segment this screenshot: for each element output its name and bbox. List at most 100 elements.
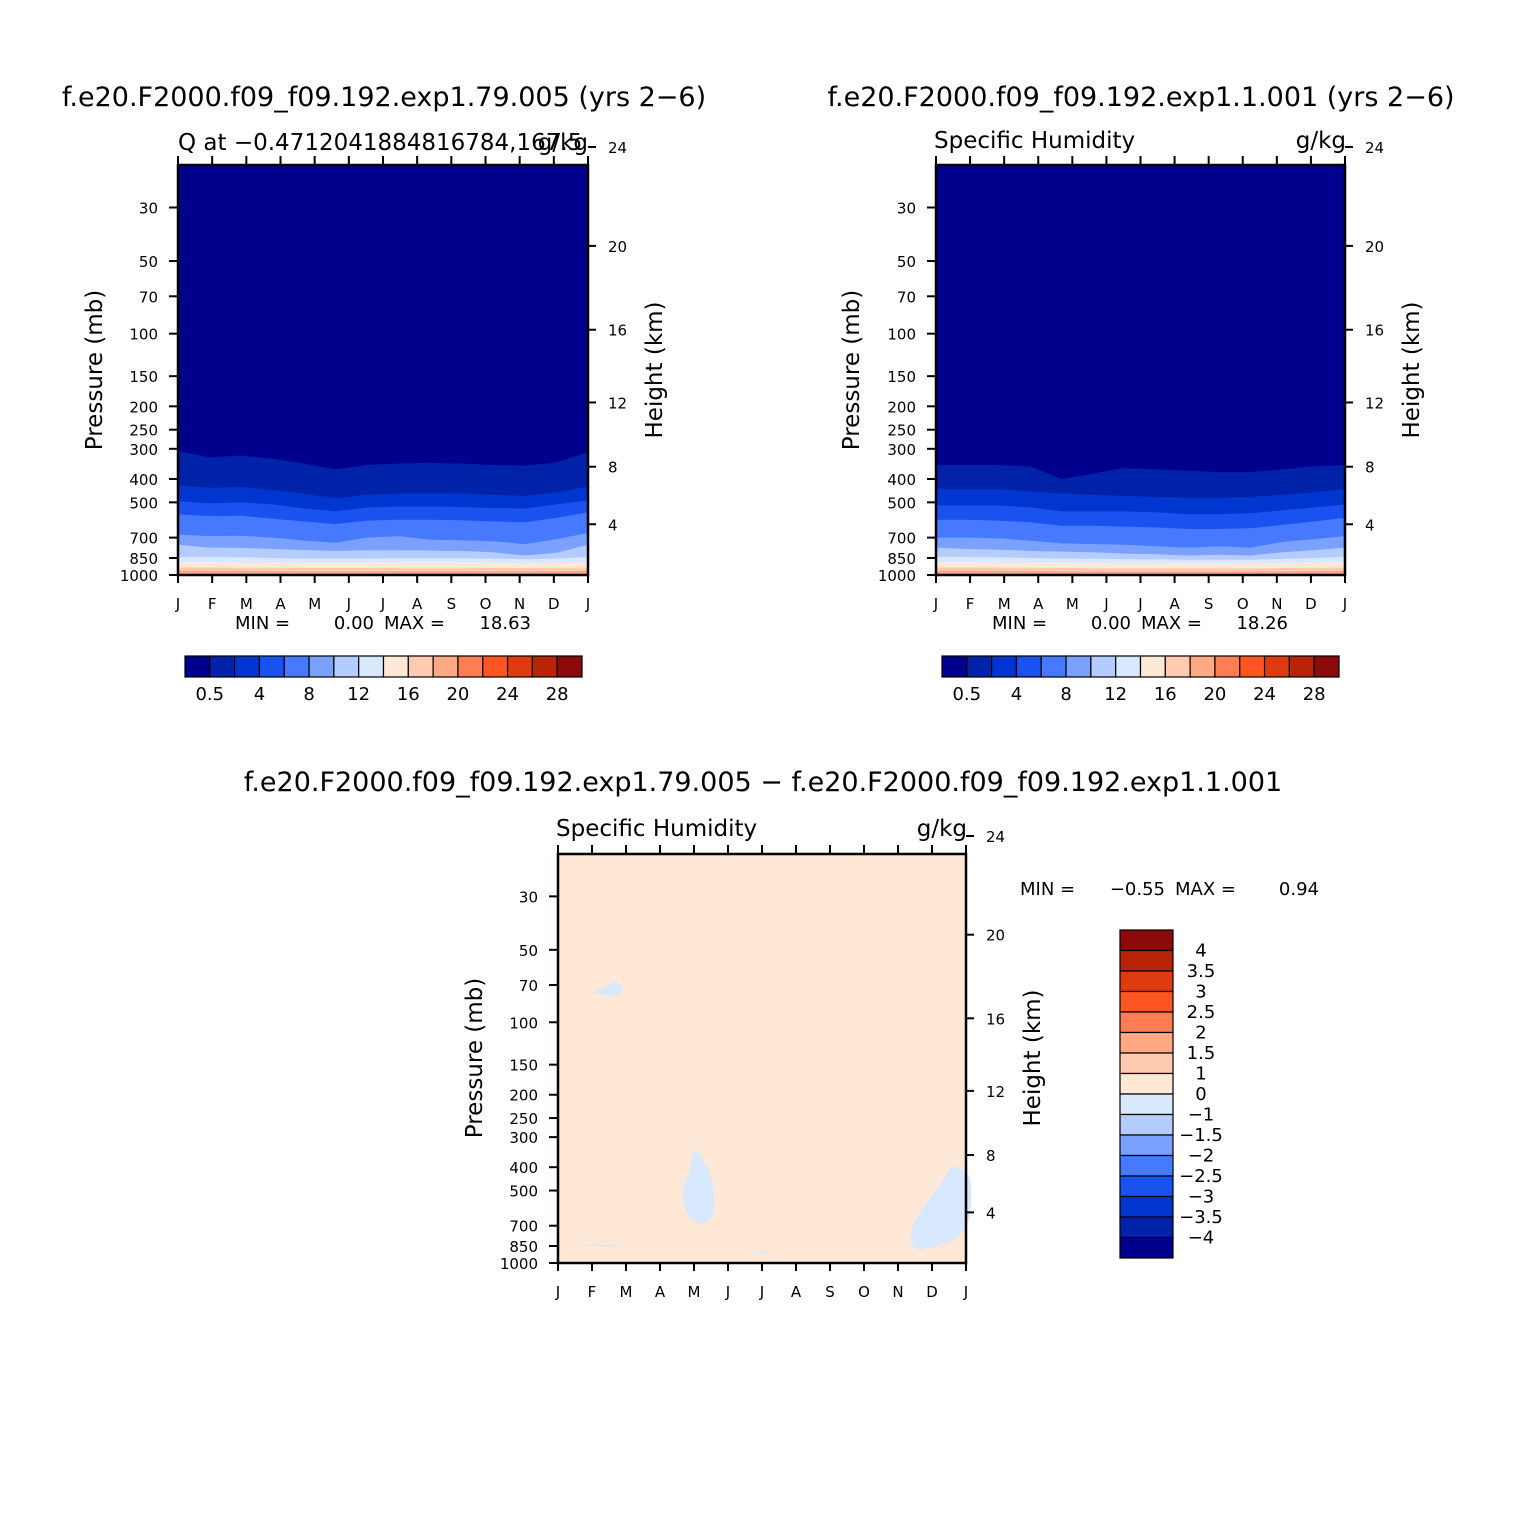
colorbar-swatch [1015,655,1042,678]
colorbar-swatch [1119,1216,1174,1239]
x-tick-label: M [308,595,321,613]
colorbar-label: 2 [1195,1023,1206,1044]
y-tick-label: 150 [887,368,916,386]
x-tick-label: A [275,595,286,613]
y2-tick-label: 16 [608,322,627,340]
x-tick-label: S [825,1283,835,1301]
y-tick-label: 50 [139,253,158,271]
colorbar-label: −1.5 [1179,1125,1223,1146]
x-tick-label: F [588,1283,597,1301]
y-tick-label: 400 [887,471,916,489]
colorbar-swatch [308,655,335,678]
colorbar-swatch [1119,970,1174,993]
max-value: 0.94 [1279,879,1319,900]
y-tick-label: 70 [519,977,538,995]
y-tick-label: 30 [139,199,158,217]
colorbar-swatch [941,655,968,678]
colorbar-swatch [1119,1154,1174,1177]
y-tick-label: 700 [509,1218,538,1236]
colorbar-swatch [209,655,236,678]
y-tick-label: 850 [887,550,916,568]
negative-region-feb-upper [593,981,623,996]
colorbar-swatch [258,655,285,678]
x-tick-label: A [412,595,423,613]
y-tick-label: 50 [897,253,916,271]
x-tick-label: O [480,595,492,613]
y-tick-label: 300 [887,441,916,459]
x-tick-label: S [1204,595,1214,613]
colorbar-swatch [506,655,533,678]
x-tick-label: J [585,595,590,613]
colorbar-label: −3 [1188,1187,1215,1208]
colorbar-label: 28 [546,684,569,705]
colorbar-label: 8 [303,684,314,705]
y-tick-label: 70 [897,288,916,306]
colorbar-label: 28 [1303,684,1326,705]
colorbar: 43.532.521.510−1−1.5−2−2.5−3−3.5−4 [1119,929,1223,1259]
colorbar-swatch [1164,655,1191,678]
x-tick-label: J [963,1283,968,1301]
colorbar-swatch [407,655,434,678]
colorbar-swatch [1288,655,1315,678]
colorbar-swatch [1040,655,1067,678]
y2-tick-label: 16 [1365,322,1384,340]
colorbar-swatch [283,655,310,678]
x-tick-label: J [933,595,938,613]
min-value: 0.00 [1091,613,1131,634]
y-axis-label: Pressure (mb) [462,978,488,1138]
max-label: MAX = [384,613,445,634]
panel-difference: f.e20.F2000.f09_f09.192.exp1.79.005 − f.… [244,767,1319,1301]
panel-title: f.e20.F2000.f09_f09.192.exp1.79.005 − f.… [244,767,1282,798]
x-tick-label: M [1066,595,1079,613]
y2-tick-label: 8 [986,1147,996,1165]
colorbar-swatch [1119,929,1174,952]
x-tick-label: N [1271,595,1282,613]
x-tick-label: M [688,1283,701,1301]
y-tick-label: 200 [509,1087,538,1105]
colorbar-swatch [482,655,509,678]
x-tick-label: O [858,1283,870,1301]
panel-model-1-001: f.e20.F2000.f09_f09.192.exp1.1.001 (yrs … [827,82,1454,705]
colorbar-label: 24 [496,684,519,705]
colorbar-label: 0.5 [952,684,981,705]
colorbar-swatch [1263,655,1290,678]
y-tick-label: 700 [129,530,158,548]
y2-tick-label: 20 [986,927,1005,945]
colorbar-swatch [1139,655,1166,678]
colorbar-label: −4 [1188,1228,1215,1249]
y-tick-label: 500 [129,494,158,512]
x-tick-label: F [208,595,217,613]
colorbar-swatch [966,655,993,678]
colorbar-label: 1 [1195,1064,1206,1085]
y2-tick-label: 8 [608,459,618,477]
colorbar-swatch [1313,655,1340,678]
colorbar-label: 12 [347,684,370,705]
colorbar-label: 4 [1195,941,1206,962]
y-tick-label: 500 [509,1183,538,1201]
negative-region-dec-low [910,1166,972,1250]
panel-units: g/kg [917,816,967,842]
colorbar-label: 8 [1060,684,1071,705]
colorbar-swatch [1119,1134,1174,1157]
colorbar-swatch [556,655,583,678]
y2-tick-label: 16 [986,1010,1005,1028]
x-tick-label: J [759,1283,764,1301]
colorbar-swatch [1119,1113,1174,1136]
colorbar-swatch [1115,655,1142,678]
colorbar-swatch [1119,1195,1174,1218]
x-tick-label: S [447,595,457,613]
contour-fills [558,854,972,1263]
y2-tick-label: 24 [986,828,1005,846]
colorbar-label: 0 [1195,1084,1206,1105]
y2-tick-label: 12 [1365,394,1384,412]
colorbar-swatch [991,655,1018,678]
colorbar-swatch [1090,655,1117,678]
y2-tick-label: 12 [986,1083,1005,1101]
colorbar-swatch [1119,1236,1174,1259]
colorbar-swatch [1119,1052,1174,1075]
panel-title: f.e20.F2000.f09_f09.192.exp1.1.001 (yrs … [827,82,1454,113]
colorbar-label: 3 [1195,982,1206,1003]
x-tick-label: N [892,1283,903,1301]
